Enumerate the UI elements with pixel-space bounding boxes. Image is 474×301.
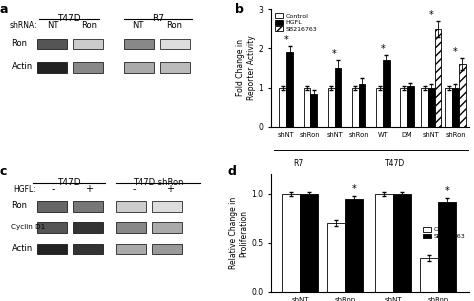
- Text: +: +: [166, 185, 174, 194]
- Text: NT: NT: [47, 21, 59, 30]
- FancyBboxPatch shape: [124, 62, 154, 73]
- FancyBboxPatch shape: [117, 244, 146, 254]
- Text: d: d: [228, 165, 237, 178]
- Text: HGFL:: HGFL:: [13, 185, 36, 194]
- Text: Actin: Actin: [11, 62, 33, 71]
- Bar: [383, 60, 390, 127]
- Bar: [352, 88, 359, 127]
- Text: Cyclin D1: Cyclin D1: [11, 224, 46, 230]
- Text: *: *: [453, 47, 458, 57]
- Text: R7: R7: [152, 14, 164, 23]
- Text: +: +: [85, 185, 93, 194]
- Text: a: a: [0, 3, 8, 16]
- Text: NT: NT: [133, 21, 144, 30]
- Text: R7: R7: [293, 159, 303, 168]
- Y-axis label: Fold Change in
Reporter Activity: Fold Change in Reporter Activity: [237, 36, 256, 100]
- FancyBboxPatch shape: [37, 39, 67, 49]
- Text: *: *: [352, 184, 356, 194]
- Bar: [304, 88, 310, 127]
- Y-axis label: Relative Change in
Proliferation: Relative Change in Proliferation: [229, 197, 248, 269]
- Text: b: b: [236, 3, 244, 16]
- Bar: [345, 199, 363, 292]
- Text: Actin: Actin: [11, 244, 33, 253]
- FancyBboxPatch shape: [73, 244, 103, 254]
- Bar: [300, 194, 318, 292]
- Text: T47D: T47D: [385, 159, 406, 168]
- Text: T47D: T47D: [57, 14, 81, 23]
- Text: T47D shRon: T47D shRon: [133, 178, 183, 187]
- Text: Ron: Ron: [11, 39, 27, 48]
- Bar: [428, 88, 435, 127]
- FancyBboxPatch shape: [117, 201, 146, 212]
- Bar: [375, 194, 393, 292]
- Bar: [452, 88, 459, 127]
- FancyBboxPatch shape: [152, 222, 182, 233]
- Text: *: *: [332, 49, 337, 59]
- Text: *: *: [445, 186, 449, 196]
- Legend: Control, HGFL, SB216763: Control, HGFL, SB216763: [274, 12, 319, 33]
- Bar: [459, 64, 465, 127]
- Bar: [359, 84, 365, 127]
- FancyBboxPatch shape: [152, 201, 182, 212]
- FancyBboxPatch shape: [124, 39, 154, 49]
- Text: c: c: [0, 165, 7, 178]
- Bar: [435, 29, 441, 127]
- Bar: [407, 86, 414, 127]
- Bar: [282, 194, 300, 292]
- Bar: [401, 88, 407, 127]
- Bar: [327, 223, 345, 292]
- FancyBboxPatch shape: [73, 39, 103, 49]
- FancyBboxPatch shape: [37, 62, 67, 73]
- Bar: [420, 258, 438, 292]
- Text: *: *: [429, 10, 434, 20]
- Bar: [310, 94, 317, 127]
- FancyBboxPatch shape: [73, 62, 103, 73]
- FancyBboxPatch shape: [152, 244, 182, 254]
- Bar: [376, 88, 383, 127]
- Text: Ron: Ron: [166, 21, 182, 30]
- FancyBboxPatch shape: [37, 201, 67, 212]
- FancyBboxPatch shape: [73, 201, 103, 212]
- Bar: [286, 52, 293, 127]
- Bar: [328, 88, 335, 127]
- FancyBboxPatch shape: [37, 244, 67, 254]
- Bar: [446, 88, 452, 127]
- Bar: [335, 68, 341, 127]
- FancyBboxPatch shape: [160, 39, 190, 49]
- Text: T47D: T47D: [57, 178, 81, 187]
- Text: shRNA:: shRNA:: [9, 21, 37, 30]
- FancyBboxPatch shape: [117, 222, 146, 233]
- FancyBboxPatch shape: [37, 222, 67, 233]
- Bar: [438, 202, 456, 292]
- Text: *: *: [381, 44, 385, 54]
- Text: Ron: Ron: [11, 201, 27, 210]
- Bar: [280, 88, 286, 127]
- Bar: [421, 88, 428, 127]
- Text: -: -: [133, 185, 136, 194]
- Text: Ron: Ron: [81, 21, 97, 30]
- Legend: Control, SB216763: Control, SB216763: [422, 225, 466, 240]
- Bar: [393, 194, 411, 292]
- FancyBboxPatch shape: [160, 62, 190, 73]
- Text: -: -: [51, 185, 55, 194]
- Text: *: *: [284, 35, 289, 45]
- FancyBboxPatch shape: [73, 222, 103, 233]
